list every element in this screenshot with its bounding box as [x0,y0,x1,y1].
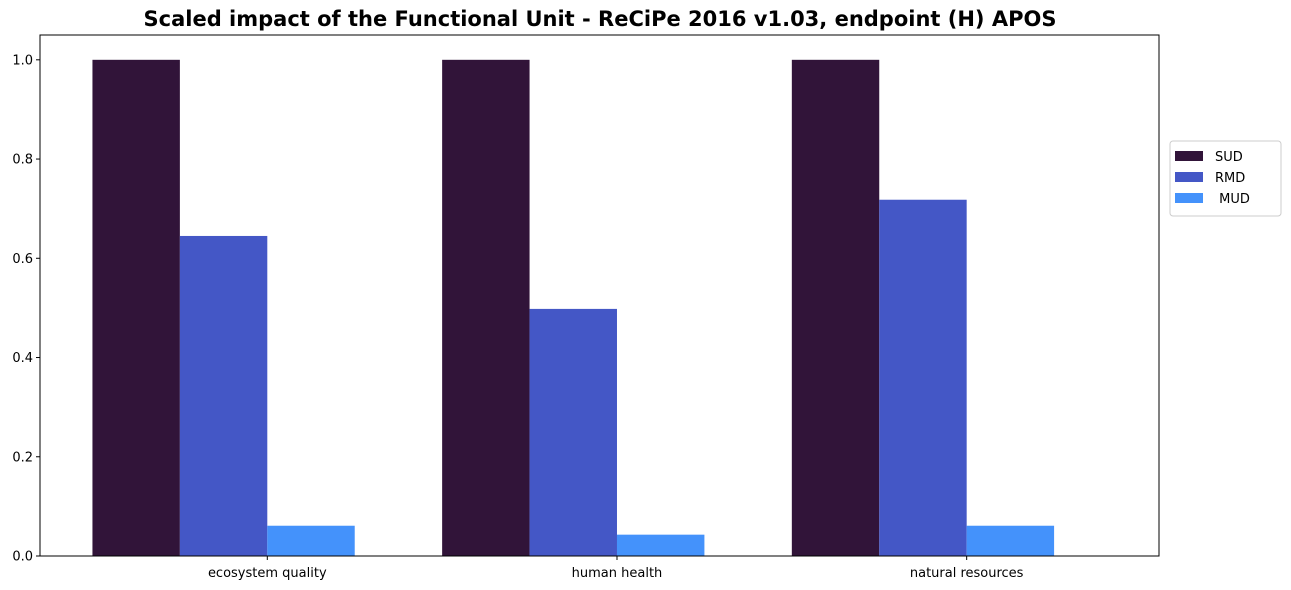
bar-mud-0 [267,525,355,556]
y-tick-label: 0.0 [12,550,33,565]
y-axis: 0.0 0.2 0.4 0.6 0.8 1.0 [12,53,40,565]
bar-rmd-0 [179,235,268,556]
bar-mud-2 [966,525,1055,556]
legend-swatch [1175,172,1203,182]
bar-rmd-2 [879,199,967,557]
y-tick-label: 0.8 [12,153,33,168]
legend-swatch [1175,193,1203,203]
y-tick-label: 0.6 [12,252,33,267]
legend-swatch [1175,151,1203,161]
legend-label: RMD [1215,171,1245,186]
y-tick-label: 1.0 [12,53,33,68]
bar-mud-1 [616,534,705,556]
legend: SUD RMD MUD [1169,140,1282,217]
plot-frame [39,34,1160,557]
bars-layer [92,59,1055,557]
bar-sud-1 [442,59,530,557]
bar-rmd-1 [529,308,617,556]
y-tick-label: 0.2 [12,450,33,465]
x-tick-label: natural resources [910,566,1024,581]
x-tick-label: ecosystem quality [208,566,327,581]
bar-sud-0 [92,59,180,557]
x-tick-label: human health [572,566,663,581]
x-axis: ecosystem quality human health natural res… [208,556,1024,581]
y-tick-label: 0.4 [12,351,33,366]
legend-label: SUD [1215,150,1243,165]
chart-title: Scaled impact of the Functional Unit - R… [144,7,1057,31]
legend-label: MUD [1215,192,1250,207]
bar-sud-2 [791,59,880,557]
